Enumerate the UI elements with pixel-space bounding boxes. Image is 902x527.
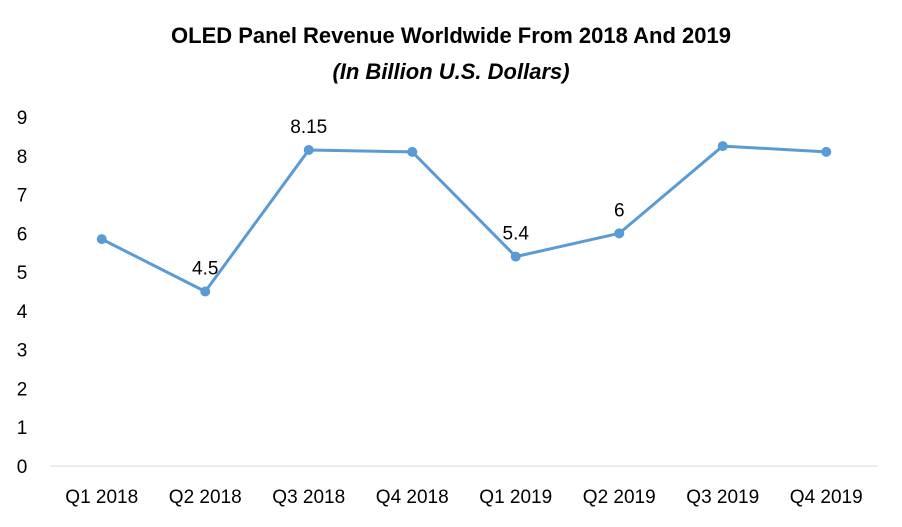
data-point [200, 286, 211, 297]
y-tick-label: 7 [17, 186, 28, 207]
y-tick-label: 0 [17, 457, 28, 478]
data-point [407, 146, 418, 157]
series-line [101, 144, 827, 293]
y-tick-label: 8 [17, 147, 28, 168]
y-tick-label: 9 [17, 108, 28, 129]
x-tick-label: Q3 2019 [686, 487, 759, 508]
data-point [510, 251, 521, 262]
data-point [96, 234, 107, 245]
y-tick-label: 1 [17, 418, 28, 439]
data-label: 5.4 [503, 224, 530, 245]
x-tick-label: Q4 2019 [790, 487, 863, 508]
x-tick-label: Q2 2019 [583, 487, 656, 508]
data-label: 4.5 [192, 259, 218, 280]
data-point [303, 144, 314, 155]
y-tick-label: 4 [17, 302, 28, 323]
data-point [717, 141, 728, 152]
x-tick-label: Q1 2019 [479, 487, 552, 508]
data-label: 8.15 [290, 117, 327, 138]
data-point [614, 228, 625, 239]
chart-subtitle: (In Billion U.S. Dollars) [332, 59, 570, 84]
x-tick-label: Q4 2018 [376, 487, 449, 508]
data-label: 6 [614, 200, 625, 221]
data-point [821, 146, 832, 157]
y-tick-label: 3 [17, 341, 28, 362]
chart-title: OLED Panel Revenue Worldwide From 2018 A… [171, 23, 731, 48]
x-tick-label: Q2 2018 [169, 487, 242, 508]
x-tick-label: Q1 2018 [65, 487, 138, 508]
y-tick-label: 6 [17, 224, 28, 245]
y-tick-label: 5 [17, 263, 28, 284]
x-tick-label: Q3 2018 [272, 487, 345, 508]
y-tick-label: 2 [17, 379, 28, 400]
